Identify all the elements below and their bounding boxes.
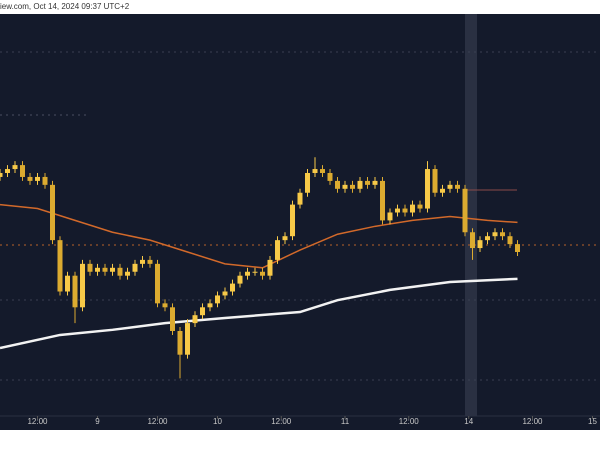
- x-tick-label: 12:00: [27, 417, 48, 426]
- candle-body: [230, 283, 235, 292]
- candle-body: [492, 232, 498, 237]
- candle-body: [290, 204, 295, 237]
- candle-body: [395, 208, 400, 213]
- candle-body: [365, 180, 370, 185]
- candle-body: [102, 267, 108, 272]
- candle-body: [282, 236, 288, 241]
- candle-body: [275, 240, 280, 260]
- candle-body: [140, 259, 145, 264]
- candle-body: [260, 271, 265, 276]
- candle-body: [387, 212, 393, 221]
- candle-body: [245, 271, 250, 276]
- candle-body: [132, 263, 138, 272]
- x-tick-label: 12:00: [147, 417, 168, 426]
- candle-body: [80, 263, 85, 308]
- candle-body: [515, 244, 520, 252]
- candle-body: [95, 267, 100, 272]
- candle-body: [177, 331, 183, 355]
- candle-body: [350, 184, 355, 189]
- candle-body: [297, 192, 303, 205]
- candle-body: [147, 259, 153, 264]
- candle-body: [72, 275, 78, 308]
- candle-body: [485, 236, 490, 241]
- x-tick-label: 11: [341, 417, 350, 426]
- candle-body: [0, 173, 3, 177]
- chart-title: view.com, Oct 14, 2024 09:37 UTC+2: [0, 2, 130, 11]
- candle-body: [237, 275, 243, 284]
- candle-body: [12, 165, 18, 170]
- candle-body: [222, 291, 228, 296]
- candle-body: [192, 315, 198, 324]
- candle-body: [35, 176, 40, 181]
- candle-body: [402, 208, 408, 213]
- candle-body: [462, 188, 468, 233]
- candle-body: [50, 184, 55, 241]
- candle-body: [117, 267, 123, 276]
- x-tick-label: 15: [588, 417, 597, 426]
- plot-background: [0, 14, 600, 430]
- candle-body: [65, 275, 70, 292]
- candle-body: [335, 180, 340, 189]
- x-tick-label: 12:00: [522, 417, 543, 426]
- candle-body: [5, 169, 10, 173]
- candle-body: [20, 165, 25, 177]
- candle-body: [110, 267, 115, 272]
- candle-body: [410, 204, 415, 213]
- candle-body: [42, 176, 48, 185]
- candle-body: [342, 184, 348, 189]
- candle-body: [320, 169, 325, 173]
- candle-body: [162, 303, 168, 308]
- candle-body: [87, 263, 93, 272]
- x-tick-label: 12:00: [399, 417, 420, 426]
- candle-body: [305, 173, 310, 193]
- candle-body: [470, 232, 475, 249]
- candle-body: [252, 271, 258, 273]
- candle-body: [440, 188, 445, 193]
- candle-body: [327, 173, 333, 181]
- candle-body: [500, 232, 505, 237]
- candle-body: [185, 323, 190, 355]
- candle-body: [57, 240, 63, 292]
- x-tick-label: 9: [95, 417, 100, 426]
- session-highlight: [465, 14, 477, 416]
- candle-body: [425, 169, 430, 209]
- x-tick-label: 12:00: [271, 417, 292, 426]
- candle-body: [200, 307, 205, 316]
- candle-body: [27, 176, 33, 181]
- candle-body: [447, 184, 453, 189]
- candle-body: [267, 259, 273, 276]
- candle-body: [155, 263, 160, 304]
- candle-body: [312, 169, 318, 173]
- level-lines: [0, 51, 600, 381]
- candle-body: [507, 236, 513, 245]
- candle-body: [477, 240, 483, 249]
- candle-body: [380, 180, 385, 221]
- candle-body: [170, 307, 175, 331]
- candle-body: [432, 169, 438, 193]
- candle-body: [372, 180, 378, 185]
- candle-body: [215, 295, 220, 304]
- x-tick-label: 14: [464, 417, 473, 426]
- x-tick-label: 10: [213, 417, 222, 426]
- candle-body: [207, 303, 213, 308]
- candle-body: [417, 204, 423, 209]
- candle-body: [455, 184, 460, 189]
- moving-average: [0, 277, 518, 350]
- candle-body: [125, 271, 130, 276]
- candle-body: [357, 180, 363, 189]
